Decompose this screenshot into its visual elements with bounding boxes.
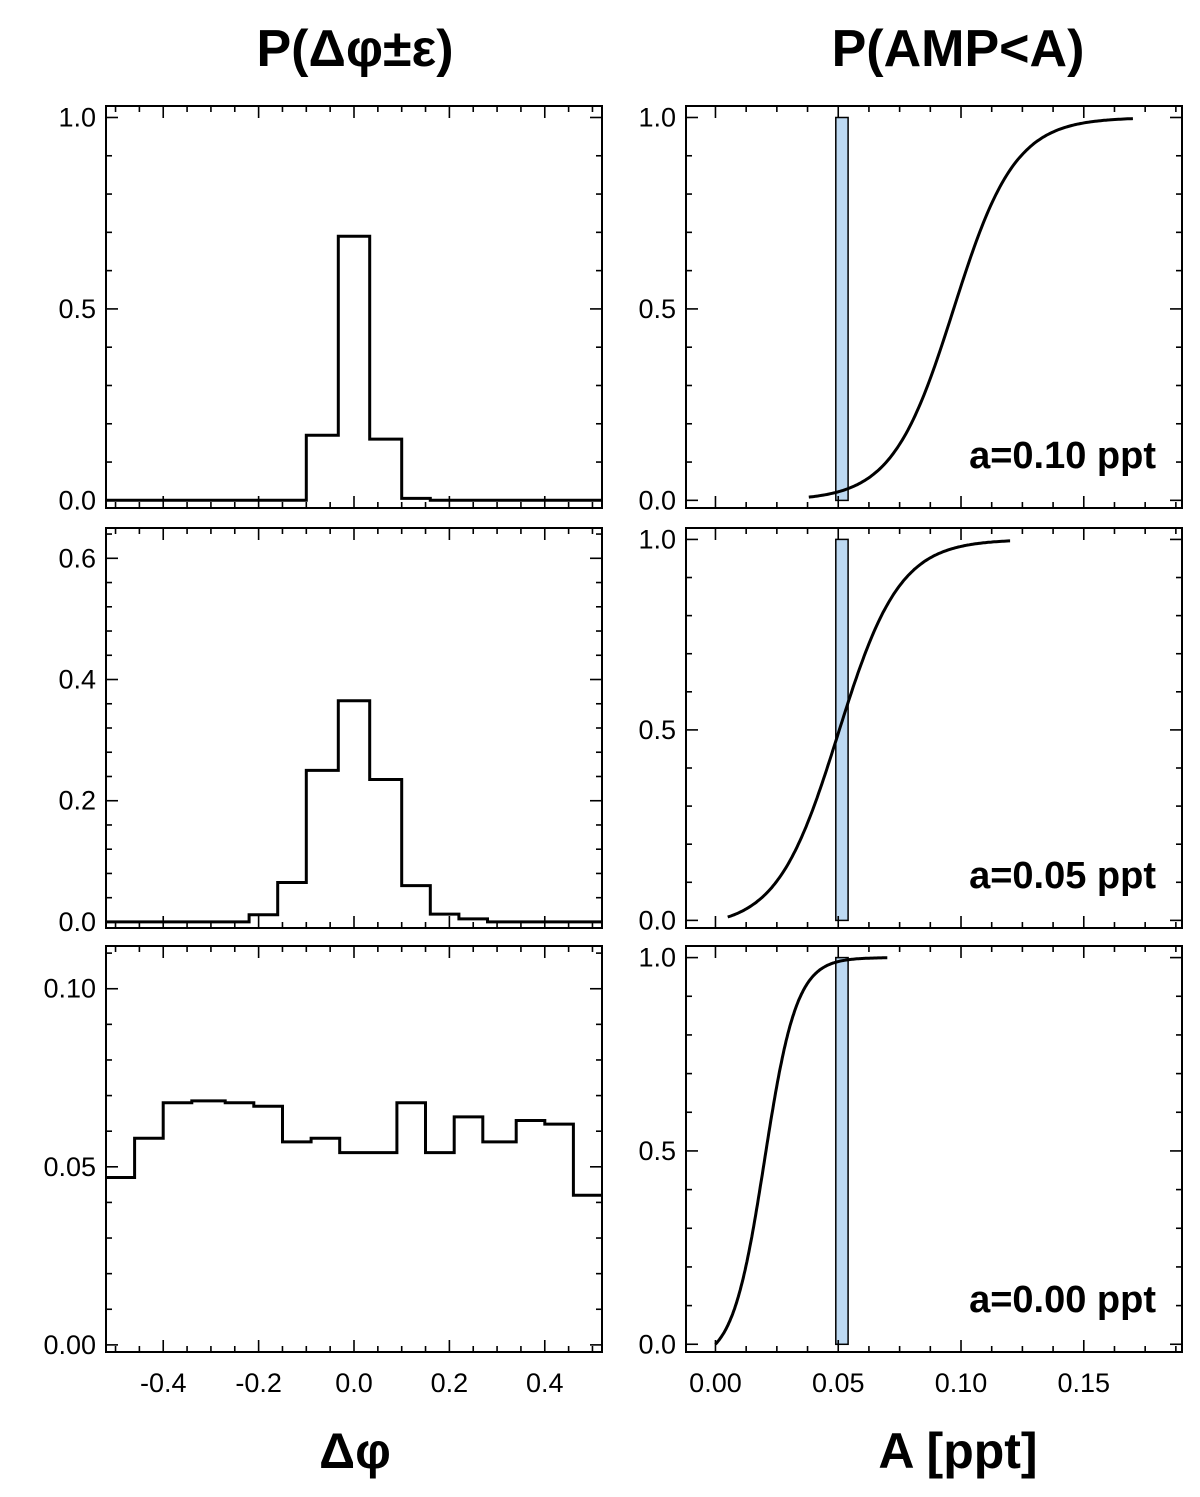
y-tick-label: 0.5 (638, 294, 676, 324)
data-layer (106, 234, 602, 502)
histogram-bin (249, 915, 278, 922)
amplitude-annotation: a=0.10 ppt (969, 435, 1156, 477)
histogram-bin (254, 1106, 283, 1345)
y-tick-label: 0.0 (638, 905, 676, 935)
panel-cdf-middle: 0.0 0.5 1.0 a=0.05 ppt (638, 524, 1183, 935)
histogram-series (106, 699, 602, 924)
y-tick-label: 0.10 (43, 974, 96, 1004)
plot-frame (685, 945, 1183, 1353)
y-tick-label: 1.0 (638, 943, 676, 973)
histogram-bin (306, 770, 338, 922)
histogram-bin (459, 919, 488, 922)
amplitude-bar (835, 956, 849, 1346)
x-tick-label: 0.00 (689, 1368, 742, 1398)
histogram-bin (430, 914, 459, 922)
y-tick-label: 0.6 (58, 543, 96, 573)
histogram-bin (338, 236, 370, 500)
amplitude-annotation: a=0.00 ppt (969, 1279, 1156, 1321)
plot-frame (685, 105, 1183, 509)
panel-hist-top: 0.0 0.5 1.0 (58, 102, 603, 515)
y-tick-label: 1.0 (58, 102, 96, 132)
plot-frame (685, 527, 1183, 929)
panel-hist-bottom: 0.00 0.05 0.10 -0.4 -0.2 0.0 0.2 0.4 (43, 945, 603, 1398)
y-tick-label: 0.0 (58, 485, 96, 515)
x-tick-label: -0.4 (140, 1368, 187, 1398)
ticks (106, 528, 602, 928)
histogram-bin (225, 1103, 254, 1345)
histogram-series (106, 1099, 602, 1197)
histogram-bin (545, 1124, 574, 1345)
y-tick-label: 0.5 (638, 1136, 676, 1166)
data-layer (727, 538, 1011, 922)
x-tick-label: 0.15 (1058, 1368, 1111, 1398)
data-layer (106, 1099, 602, 1345)
ticks (686, 528, 1182, 928)
histogram-bin (402, 886, 431, 922)
right-x-axis-title: A [ppt] (878, 1423, 1037, 1479)
x-tick-label: 0.2 (431, 1368, 469, 1398)
histogram-bin (370, 780, 402, 922)
y-tick-label: 1.0 (638, 524, 676, 554)
x-tick-label: 0.10 (935, 1368, 988, 1398)
y-tick-label: 0.5 (638, 715, 676, 745)
histogram-bin (311, 1138, 340, 1345)
histogram-bin (306, 435, 338, 500)
y-tick-label: 0.5 (58, 294, 96, 324)
left-x-axis-title: Δφ (319, 1423, 391, 1479)
right-column-title: P(AMP<A) (832, 20, 1085, 78)
y-tick-label: 0.0 (638, 1329, 676, 1359)
histogram-bin (573, 1195, 602, 1345)
x-tick-label: -0.2 (235, 1368, 282, 1398)
x-tick-label: 0.05 (812, 1368, 865, 1398)
histogram-bin (192, 1101, 225, 1345)
histogram-bin (278, 883, 307, 922)
cdf-curve (714, 956, 888, 1346)
x-tick-label: 0.0 (335, 1368, 373, 1398)
amplitude-annotation: a=0.05 ppt (969, 855, 1156, 897)
histogram-bin (163, 1103, 192, 1345)
cdf-curve (727, 539, 1011, 919)
histogram-bin (402, 498, 431, 500)
ticks (686, 106, 1182, 508)
y-tick-label: 0.4 (58, 665, 96, 695)
histogram-bin (516, 1121, 545, 1345)
data-layer (106, 699, 602, 924)
y-tick-label: 1.0 (638, 102, 676, 132)
amplitude-bar (835, 116, 849, 502)
data-layer (714, 956, 888, 1346)
left-column-title: P(Δφ±ε) (256, 20, 453, 78)
ticks (106, 106, 602, 508)
y-tick-label: 0.00 (43, 1330, 96, 1360)
histogram-bin (454, 1117, 483, 1345)
panel-cdf-top: 0.0 0.5 1.0 a=0.10 ppt (638, 102, 1183, 515)
histogram-bin (397, 1103, 426, 1345)
histogram-bin (483, 1142, 516, 1345)
histogram-series (106, 234, 602, 502)
histogram-bin (370, 439, 402, 500)
histogram-bin (340, 1153, 369, 1345)
y-tick-label: 0.05 (43, 1152, 96, 1182)
amplitude-bar (835, 538, 849, 922)
panel-hist-middle: 0.0 0.2 0.4 0.6 (58, 527, 603, 937)
histogram-bin (368, 1153, 397, 1345)
x-tick-label: 0.4 (526, 1368, 564, 1398)
histogram-bin (135, 1138, 164, 1345)
histogram-bin (338, 701, 370, 922)
histogram-bin (283, 1142, 312, 1345)
y-tick-label: 0.2 (58, 786, 96, 816)
panel-cdf-bottom: 0.0 0.5 1.0 0.00 0.05 0.10 0.15 a=0.00 ppt (638, 943, 1183, 1398)
ticks (106, 946, 602, 1352)
y-tick-label: 0.0 (58, 907, 96, 937)
data-layer (808, 116, 1133, 502)
cdf-curve (808, 117, 1133, 499)
ticks (686, 946, 1182, 1352)
y-tick-label: 0.0 (638, 485, 676, 515)
histogram-bin (426, 1153, 455, 1345)
